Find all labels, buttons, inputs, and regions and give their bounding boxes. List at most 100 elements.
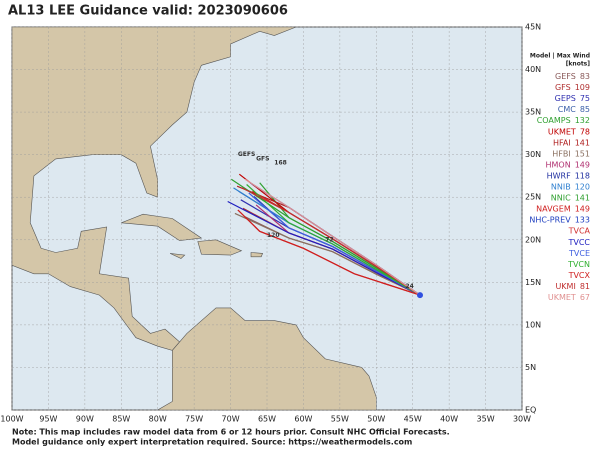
lon-label: 80W xyxy=(149,415,167,424)
model-name: NNIB xyxy=(551,182,571,191)
legend-entry: TVCE xyxy=(568,248,590,257)
model-name: HMON xyxy=(546,160,571,169)
landmass xyxy=(250,252,264,258)
model-wind: 85 xyxy=(580,105,590,114)
legend-entry: TVCN xyxy=(567,259,590,268)
track-label: 24 xyxy=(405,283,413,290)
model-wind: 132 xyxy=(575,116,590,125)
lat-label: 15N xyxy=(525,278,541,287)
model-wind: 141 xyxy=(575,193,590,202)
lon-label: 75W xyxy=(185,415,203,424)
lat-label: 5N xyxy=(525,363,536,372)
track-label: GFS xyxy=(256,155,269,162)
lon-label: 85W xyxy=(112,415,130,424)
model-name: COAMPS xyxy=(537,116,571,125)
model-name: NHC-PREV xyxy=(529,215,571,224)
lon-label: 90W xyxy=(76,415,94,424)
lat-label: EQ xyxy=(525,406,536,415)
model-track xyxy=(248,192,421,296)
lon-label: 100W xyxy=(0,415,23,424)
legend-header: Model | Max Wind xyxy=(530,53,590,60)
model-wind: 81 xyxy=(580,281,590,290)
model-name: TVCX xyxy=(568,270,591,279)
lon-label: 30W xyxy=(513,415,531,424)
track-label: GEFS xyxy=(238,151,255,158)
model-name: TVCA xyxy=(568,226,591,235)
model-track xyxy=(227,200,421,296)
lat-label: 40N xyxy=(525,65,541,74)
legend-entry: UKMET 67 xyxy=(548,293,590,302)
model-wind: 141 xyxy=(575,138,590,147)
storm-position xyxy=(417,292,423,299)
lon-label: 55W xyxy=(331,415,349,424)
lat-label: 35N xyxy=(525,108,541,117)
model-wind: 75 xyxy=(580,94,590,103)
lon-label: 50W xyxy=(367,415,385,424)
legend-entry: HFAI 141 xyxy=(553,138,590,147)
legend-entry: NAVGEM 149 xyxy=(536,204,590,213)
note: Model guidance only expert interpretatio… xyxy=(12,438,412,447)
track-label: 72 xyxy=(325,236,333,243)
model-name: UKMI xyxy=(555,281,575,290)
lat-label: 20N xyxy=(525,235,541,244)
landmass xyxy=(121,213,203,241)
model-track xyxy=(237,209,421,296)
model-name: HFAI xyxy=(553,138,571,147)
lat-label: 25N xyxy=(525,193,541,202)
lon-label: 40W xyxy=(440,415,458,424)
model-name: HFBI xyxy=(552,149,570,158)
lon-label: 45W xyxy=(404,415,422,424)
model-wind: 67 xyxy=(580,293,590,302)
model-name: GEFS xyxy=(555,72,576,81)
legend-entry: NHC-PREV 133 xyxy=(529,215,590,224)
model-name: UKMET xyxy=(548,127,576,136)
note: Note: This map includes raw model data f… xyxy=(12,428,450,437)
legend-entry: TVCA xyxy=(568,226,591,235)
model-wind: 109 xyxy=(575,83,590,92)
model-wind: 133 xyxy=(575,215,590,224)
lat-label: 30N xyxy=(525,150,541,159)
model-name: HWRF xyxy=(547,171,571,180)
legend-entry: GEFS 83 xyxy=(555,72,590,81)
model-name: TVCE xyxy=(568,248,590,257)
lon-label: 60W xyxy=(294,415,312,424)
model-wind: 78 xyxy=(580,127,590,136)
landmass xyxy=(169,253,186,259)
model-wind: 120 xyxy=(575,182,590,191)
legend-entry: TVCX xyxy=(568,270,591,279)
legend-units: [knots] xyxy=(566,61,591,68)
track-label: 120 xyxy=(267,232,280,239)
title: AL13 LEE Guidance valid: 2023090606 xyxy=(8,4,288,19)
model-track xyxy=(241,187,421,296)
model-wind: 151 xyxy=(575,149,590,158)
model-wind: 118 xyxy=(575,171,590,180)
model-name: NAVGEM xyxy=(536,204,571,213)
model-track xyxy=(234,212,421,296)
legend-entry: GEPS 75 xyxy=(555,94,590,103)
lat-label: 45N xyxy=(525,23,541,32)
legend-entry: NNIB 120 xyxy=(551,182,590,191)
model-name: TVCC xyxy=(567,237,590,246)
model-track xyxy=(246,184,421,296)
legend-entry: GFS 109 xyxy=(555,83,590,92)
lon-label: 65W xyxy=(258,415,276,424)
model-name: GFS xyxy=(555,83,571,92)
legend-entry: UKMI 81 xyxy=(555,281,590,290)
model-wind: 149 xyxy=(575,160,590,169)
lon-label: 70W xyxy=(222,415,240,424)
model-wind: 149 xyxy=(575,204,590,213)
model-name: CMC xyxy=(558,105,576,114)
landmass xyxy=(11,26,297,351)
lat-label: 10N xyxy=(525,320,541,329)
model-name: NNIC xyxy=(551,193,571,202)
model-track xyxy=(244,178,421,296)
model-wind: 83 xyxy=(580,72,590,81)
legend-entry: CMC 85 xyxy=(558,105,590,114)
legend-entry: HWRF 118 xyxy=(547,171,590,180)
legend-entry: COAMPS 132 xyxy=(537,116,590,125)
track-label: 168 xyxy=(274,160,287,167)
model-name: GEPS xyxy=(555,94,576,103)
lon-label: 35W xyxy=(477,415,495,424)
legend-entry: NNIC 141 xyxy=(551,193,590,202)
